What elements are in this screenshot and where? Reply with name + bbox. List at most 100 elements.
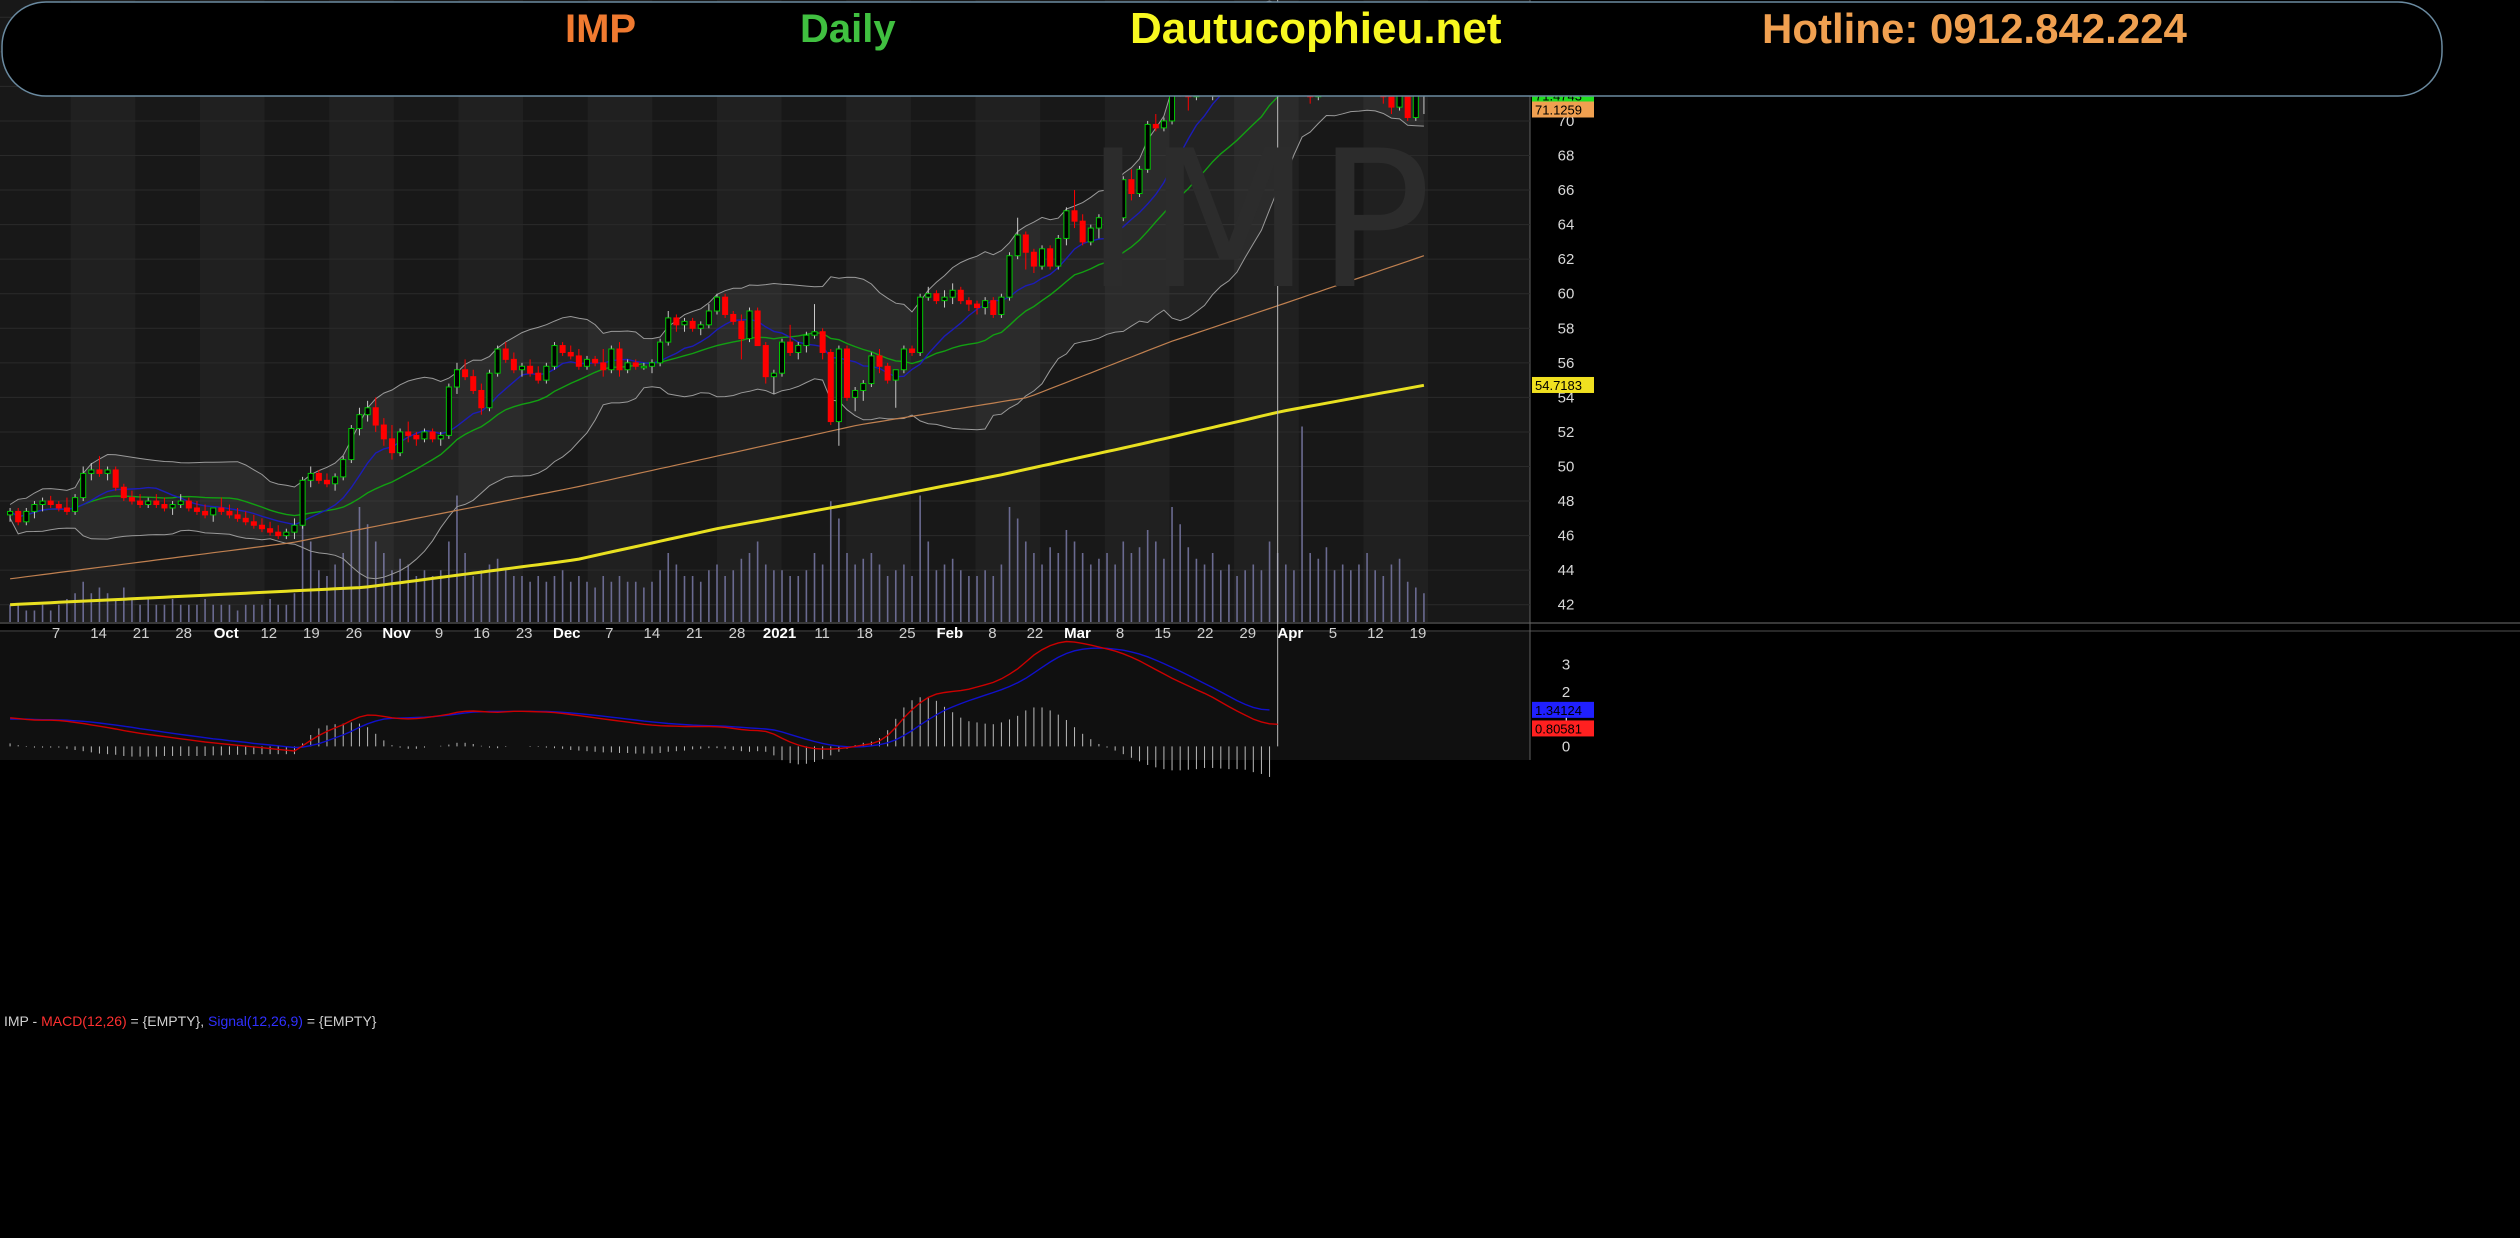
candle-down (1030, 251, 1037, 267)
candle-down (462, 369, 469, 378)
candle-up (583, 358, 591, 367)
candle-down (137, 500, 144, 506)
candle-up (23, 510, 30, 523)
candle-down (600, 362, 607, 371)
macd-line (10, 640, 1278, 752)
candle-down (502, 348, 509, 360)
header-banner (1, 1, 2443, 97)
date-tick-label: 14 (90, 625, 107, 642)
candle-up (1014, 234, 1021, 257)
candle-down (819, 331, 826, 353)
ma10-line (9, 62, 1425, 526)
bollinger-lower-line (9, 109, 1424, 580)
candle-down (787, 341, 794, 353)
candle-up (608, 348, 615, 371)
panel-stripe (975, 0, 1041, 622)
date-tick-label: 23 (516, 625, 533, 642)
price-tick-label: 56 (1558, 355, 1575, 372)
candle-up (307, 472, 314, 481)
candle-down (120, 486, 127, 499)
date-tick-label: 7 (605, 625, 613, 642)
candle-up (657, 341, 664, 364)
date-tick-label: 19 (303, 625, 320, 642)
date-tick-label: 11 (814, 625, 830, 642)
candle-up (80, 472, 87, 499)
candle-up (39, 500, 46, 506)
candle-down (250, 521, 257, 526)
candle-up (453, 369, 460, 388)
candle-up (72, 497, 79, 512)
macd-tag-box (1532, 720, 1594, 737)
candle-up (852, 389, 859, 398)
candle-up (795, 345, 802, 353)
candle-down (1152, 123, 1159, 129)
candle-up (860, 383, 867, 391)
candle-up (348, 427, 355, 461)
macd-legend-signal: Signal(12,26,9) (208, 1013, 303, 1029)
candle-up (778, 341, 786, 374)
candle-up (900, 348, 907, 371)
macd-last-value-tag: 0.80581 (1532, 720, 1594, 737)
bollinger-fill (10, 1, 1424, 579)
candle-up (1112, 217, 1119, 246)
candle-up (104, 469, 111, 474)
date-tick-label: 12 (1367, 625, 1384, 642)
macd-legend-eq1: = {EMPTY}, (126, 1013, 208, 1029)
date-tick-label: 22 (1197, 625, 1214, 642)
candle-up (1055, 237, 1062, 267)
candle-down (884, 365, 891, 381)
candle-up (31, 504, 38, 512)
candle-up (665, 317, 672, 343)
macd-tick-label: 0 (1562, 738, 1570, 755)
date-tick-label: 15 (1154, 625, 1171, 642)
date-tick-label: 19 (1410, 625, 1427, 642)
candle-up (803, 334, 810, 347)
candle-up (1160, 120, 1167, 129)
candle-down (1071, 210, 1078, 222)
candle-up (332, 476, 339, 485)
candle-down (876, 355, 883, 367)
candle-down (218, 507, 225, 512)
candle-down (632, 362, 639, 367)
candle-down (908, 348, 916, 353)
candle-up (177, 500, 184, 506)
candle-down (15, 510, 22, 523)
candle-up (624, 362, 631, 371)
candle-up (770, 372, 777, 378)
candle-up (210, 507, 217, 516)
candle-down (754, 310, 761, 347)
date-tick-label: 29 (1239, 625, 1256, 642)
candle-up (835, 348, 842, 423)
candle-up (982, 300, 989, 309)
header-site: Dautucophieu.net (1130, 4, 1502, 53)
candle-down (478, 389, 485, 409)
macd-tick-label: 2 (1562, 684, 1570, 701)
date-tick-label: 28 (729, 625, 746, 642)
panel-stripe (587, 0, 653, 622)
macd-panel-bg (0, 632, 1530, 760)
candle-down (957, 289, 964, 302)
candle-down (267, 528, 274, 533)
candle-down (762, 345, 769, 378)
date-tick-label: Nov (382, 625, 411, 642)
candle-up (949, 289, 956, 298)
candle-down (722, 296, 729, 315)
candle-down (413, 434, 420, 440)
candle-down (372, 407, 379, 426)
candle-down (1104, 217, 1111, 246)
date-tick-label: 21 (133, 625, 150, 642)
symbol-watermark: IMP (1085, 110, 1438, 331)
candle-up (88, 469, 95, 474)
candle-up (340, 459, 347, 478)
candle-down (429, 431, 436, 440)
header-hotline: Hotline: 0912.842.224 (1762, 5, 2187, 52)
candle-up (1136, 168, 1143, 195)
candle-up (1039, 248, 1046, 267)
price-tag-box (1532, 376, 1594, 393)
date-tick-label: 16 (473, 625, 490, 642)
macd-tick-label: 3 (1562, 657, 1570, 674)
candle-down (965, 300, 972, 305)
price-tick-label: 52 (1558, 424, 1575, 441)
